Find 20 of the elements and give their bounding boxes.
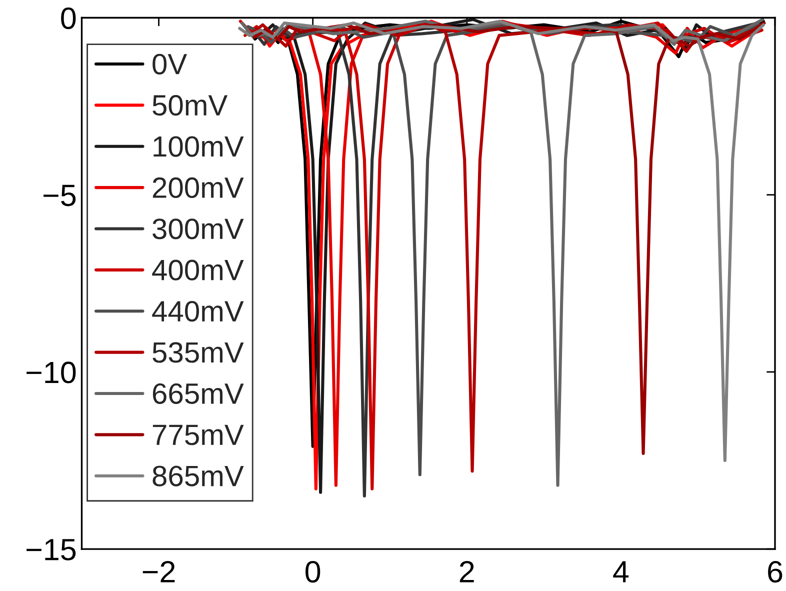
y-tick-label: −10	[26, 362, 76, 384]
x-tick-label: 4	[613, 561, 629, 582]
legend-label: 665mV	[152, 383, 244, 404]
y-tick-label: −15	[26, 539, 76, 560]
legend-label: 50mV	[152, 95, 228, 116]
legend-label: 775mV	[152, 424, 244, 446]
x-tick-label: 0	[306, 560, 320, 583]
legend-label: 440mV	[152, 300, 244, 322]
legend-label: 535mV	[152, 342, 244, 363]
legend-label: 865mV	[152, 466, 244, 486]
x-tick-label: 6	[768, 560, 782, 583]
legend-label: 400mV	[152, 260, 244, 280]
y-tick-label: −5	[44, 184, 76, 206]
y-tick-label: 0	[61, 7, 76, 30]
legend-label: 100mV	[154, 136, 244, 157]
legend-label: 200mV	[152, 177, 244, 198]
x-tick-label: 2	[460, 560, 474, 582]
legend-label: 300mV	[152, 218, 244, 240]
legend-label: 0V	[152, 54, 188, 74]
x-tick-label: −2	[142, 560, 175, 582]
